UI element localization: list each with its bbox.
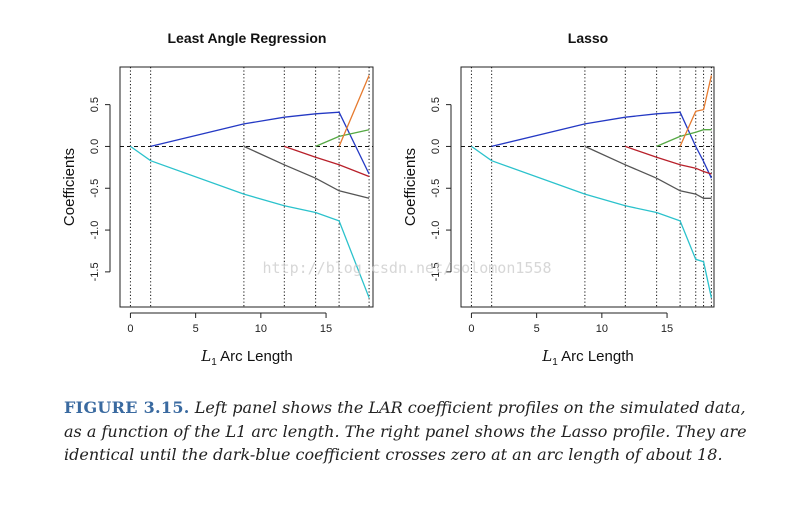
plot-frame <box>119 66 374 308</box>
x-tick-label: 0 <box>468 323 474 335</box>
caption-label: FIGURE 3.15. <box>64 398 190 417</box>
coefficient-path <box>243 145 370 199</box>
figure-caption: FIGURE 3.15. Left panel shows the LAR co… <box>64 396 754 467</box>
y-tick-label: 0.0 <box>89 139 101 154</box>
coefficient-path <box>315 129 370 147</box>
x-tick-label: 0 <box>127 323 133 335</box>
x-axis-label: L1 Arc Length <box>200 347 292 368</box>
y-tick-label: -1.5 <box>430 262 442 281</box>
coefficient-path <box>491 111 712 179</box>
y-axis-label: Coefficients <box>61 148 78 226</box>
x-axis-label: L1 Arc Length <box>541 347 633 368</box>
y-tick-label: -0.5 <box>430 179 442 198</box>
lar-panel: Least Angle Regression 0 5 10 15 L1 Arc Lengt… <box>61 30 374 368</box>
coefficient-path <box>471 145 713 298</box>
y-tick-label: -0.5 <box>89 179 101 198</box>
coefficient-path <box>584 145 712 199</box>
y-tick-label: 0.5 <box>89 97 101 112</box>
x-tick-label: 10 <box>596 323 608 335</box>
y-tick-label: 0.0 <box>430 139 442 154</box>
lasso-panel: Lasso 0 5 10 15 L1 Arc Length -1.5 -1.0 -0.5 0.0 0… <box>402 30 715 368</box>
coefficient-path <box>625 145 712 175</box>
x-tick-label: 10 <box>255 323 267 335</box>
x-tick-label: 15 <box>661 323 673 335</box>
coefficient-path <box>338 75 370 147</box>
y-tick-label: -1.5 <box>89 262 101 281</box>
chart-title: Least Angle Regression <box>168 30 327 46</box>
caption-text: Left panel shows the LAR coefficient pro… <box>64 398 747 464</box>
x-tick-label: 15 <box>320 323 332 335</box>
y-tick-label: 0.5 <box>430 97 442 112</box>
coefficient-path <box>679 75 713 147</box>
plot-frame <box>460 66 715 308</box>
coefficient-path <box>150 111 370 175</box>
coefficient-path <box>130 145 370 299</box>
x-tick-label: 5 <box>193 323 199 335</box>
y-axis-label: Coefficients <box>402 148 419 226</box>
watermark: http://blog.csdn.net/solomon1558 <box>263 259 552 277</box>
coefficient-path <box>284 145 370 178</box>
y-tick-label: -1.0 <box>89 221 101 240</box>
coefficient-path <box>656 129 712 147</box>
y-tick-label: -1.0 <box>430 221 442 240</box>
chart-title: Lasso <box>568 30 608 46</box>
x-tick-label: 5 <box>534 323 540 335</box>
